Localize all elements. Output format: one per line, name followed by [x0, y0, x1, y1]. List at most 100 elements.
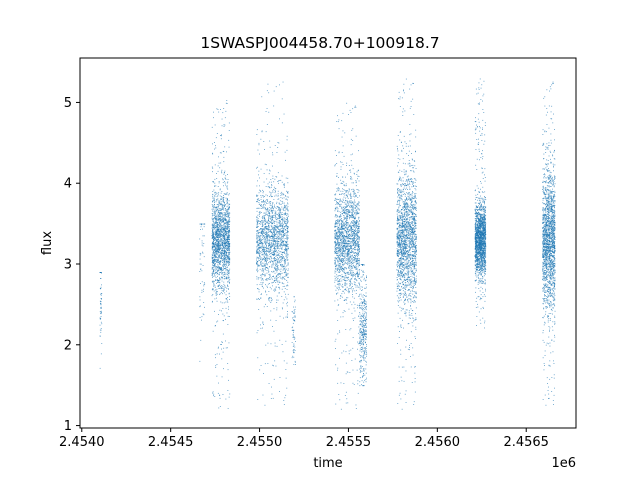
data-point	[287, 213, 289, 215]
data-point	[286, 315, 288, 317]
data-point	[273, 199, 275, 200]
data-point	[337, 115, 338, 117]
data-point	[356, 240, 357, 241]
data-point	[293, 349, 295, 351]
data-point	[257, 198, 259, 200]
data-point	[272, 233, 274, 235]
data-point	[356, 222, 357, 223]
data-point	[337, 227, 339, 228]
data-point	[287, 192, 289, 194]
data-point	[340, 233, 341, 235]
data-point	[282, 232, 283, 233]
data-point	[266, 267, 268, 268]
data-point	[263, 235, 265, 237]
data-point	[338, 259, 340, 261]
data-point	[355, 275, 356, 277]
data-point	[224, 170, 226, 172]
data-point	[272, 263, 274, 265]
data-point	[337, 292, 339, 294]
data-point	[352, 254, 353, 256]
data-point	[200, 339, 202, 341]
data-point	[340, 266, 341, 268]
data-point	[213, 236, 215, 238]
data-point	[356, 210, 357, 212]
data-point	[261, 285, 263, 287]
data-point	[222, 218, 223, 220]
data-point	[346, 212, 347, 214]
data-point	[345, 212, 347, 214]
data-point	[340, 295, 342, 296]
data-point	[282, 224, 284, 225]
data-point	[215, 253, 217, 255]
data-point	[224, 238, 225, 240]
data-point	[266, 233, 267, 235]
data-point	[346, 260, 348, 261]
data-point	[356, 271, 358, 273]
data-point	[276, 251, 278, 253]
data-point	[340, 166, 342, 168]
data-point	[342, 258, 344, 260]
data-point	[349, 261, 350, 263]
data-point	[222, 394, 224, 395]
data-point	[220, 138, 222, 140]
data-point	[262, 265, 264, 266]
data-point	[352, 296, 354, 298]
data-point	[278, 282, 280, 284]
data-point	[220, 288, 222, 290]
data-point	[273, 189, 274, 190]
data-point	[212, 249, 213, 251]
data-point	[219, 248, 221, 250]
data-point	[342, 190, 344, 192]
data-point	[355, 254, 357, 256]
data-point	[276, 214, 278, 215]
data-point	[200, 263, 202, 265]
data-point	[343, 260, 344, 262]
data-point	[286, 362, 288, 364]
data-point	[283, 269, 285, 271]
data-point	[284, 204, 285, 206]
data-point	[282, 308, 283, 310]
data-point	[223, 218, 225, 219]
data-point	[228, 276, 230, 278]
data-point	[286, 239, 288, 240]
data-point	[342, 242, 344, 243]
data-point	[293, 309, 295, 311]
data-point	[273, 237, 275, 239]
data-point	[292, 350, 294, 352]
data-point	[295, 364, 296, 365]
data-point	[275, 188, 277, 189]
data-point	[280, 231, 281, 233]
data-point	[293, 351, 295, 353]
data-point	[226, 230, 228, 232]
data-point	[224, 182, 226, 184]
data-point	[344, 211, 346, 213]
data-point	[227, 240, 229, 242]
data-point	[338, 281, 340, 283]
data-point	[226, 206, 228, 208]
data-point	[281, 244, 283, 246]
data-point	[262, 201, 264, 203]
data-point	[257, 241, 259, 243]
data-point	[353, 220, 355, 222]
data-point	[211, 245, 213, 247]
data-point	[199, 252, 201, 254]
data-point	[265, 246, 267, 248]
data-point	[276, 280, 278, 282]
data-point	[283, 113, 285, 115]
data-point	[292, 333, 294, 335]
data-point	[213, 393, 215, 395]
data-point	[266, 261, 267, 263]
data-point	[225, 267, 227, 269]
data-point	[350, 228, 352, 230]
data-point	[283, 278, 285, 280]
data-point	[229, 212, 231, 214]
data-point	[354, 247, 356, 249]
data-point	[258, 207, 259, 209]
data-point	[293, 306, 294, 308]
data-point	[266, 245, 267, 247]
data-point	[282, 276, 284, 278]
data-point	[222, 206, 223, 208]
data-point	[350, 197, 352, 199]
data-point	[343, 189, 345, 190]
data-point	[200, 229, 201, 230]
